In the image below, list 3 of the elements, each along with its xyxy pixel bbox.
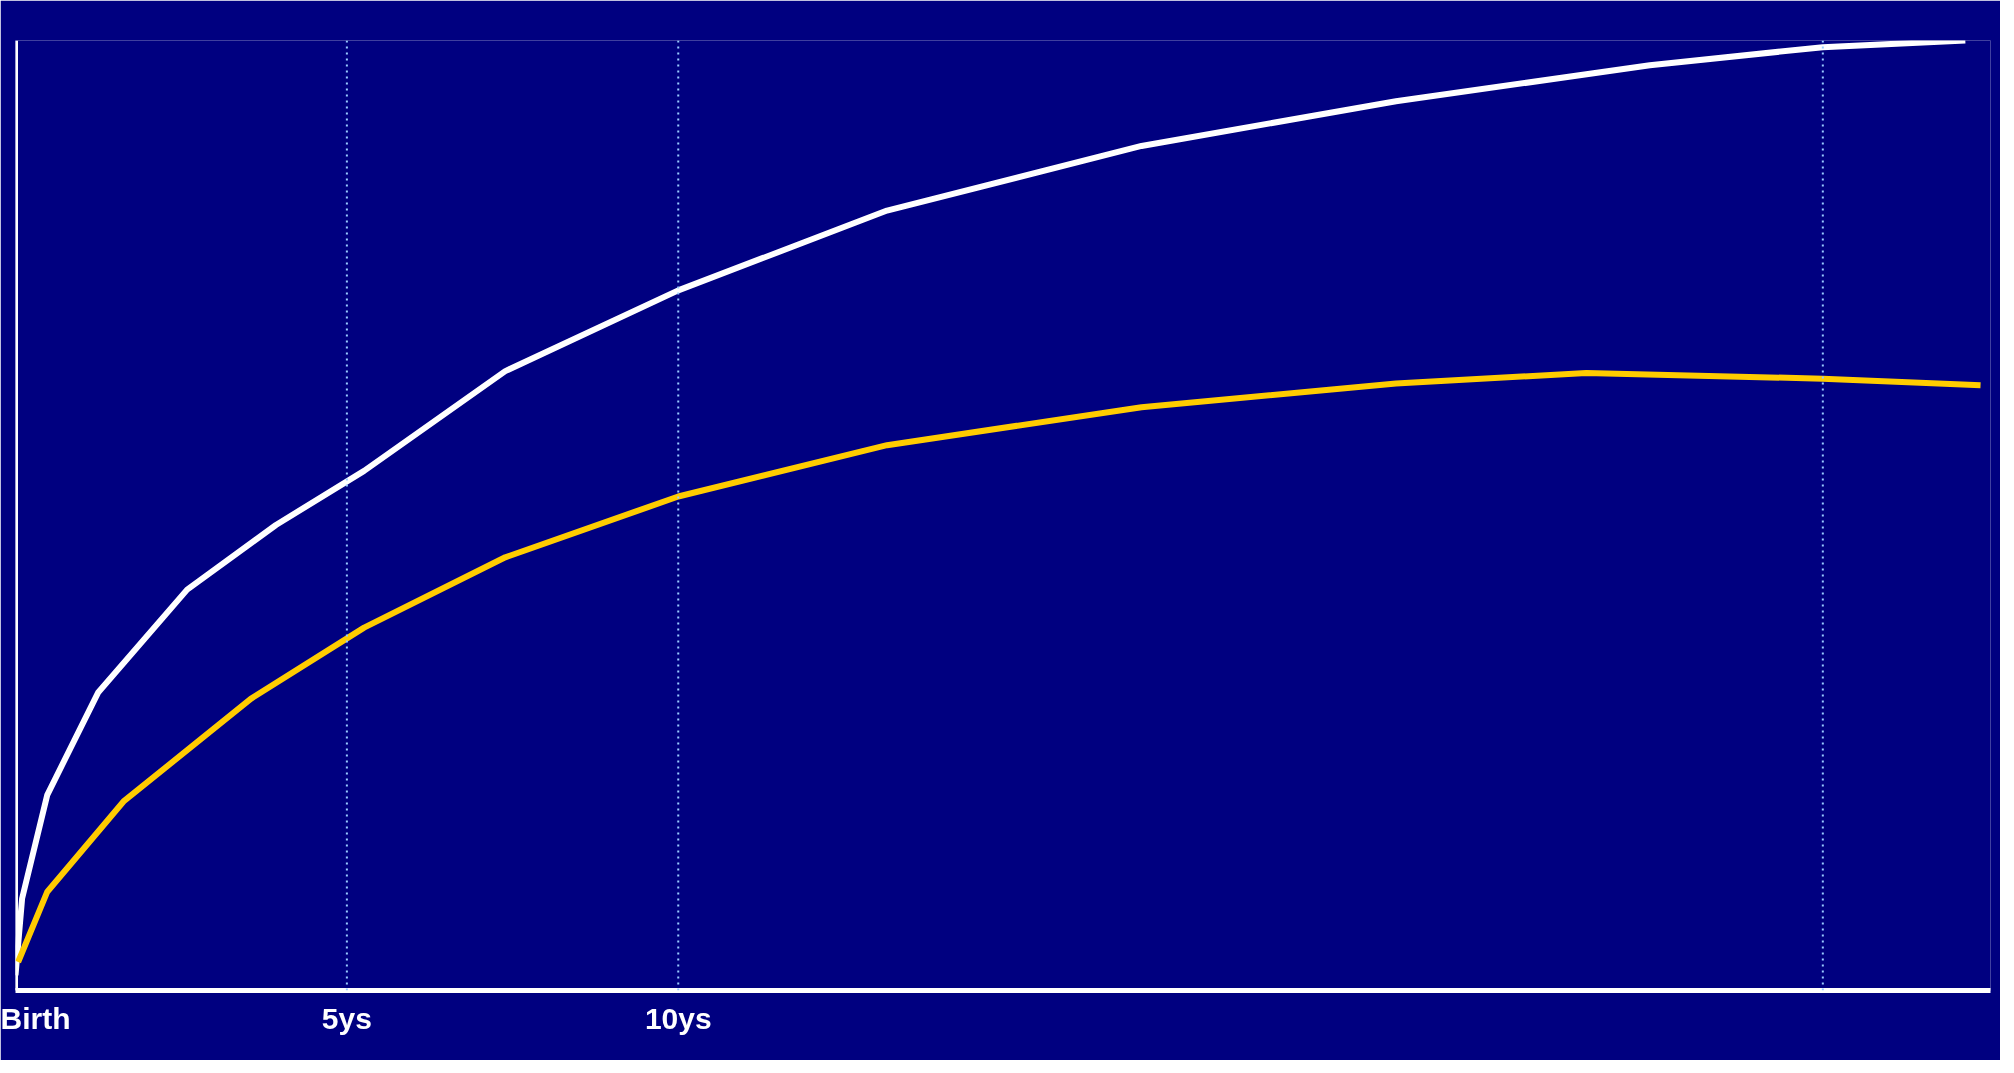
x-tick-label: Birth (0, 1001, 71, 1035)
x-tick-label: 10ys (644, 1001, 712, 1035)
x-tick-label: 5ys (321, 1001, 372, 1035)
